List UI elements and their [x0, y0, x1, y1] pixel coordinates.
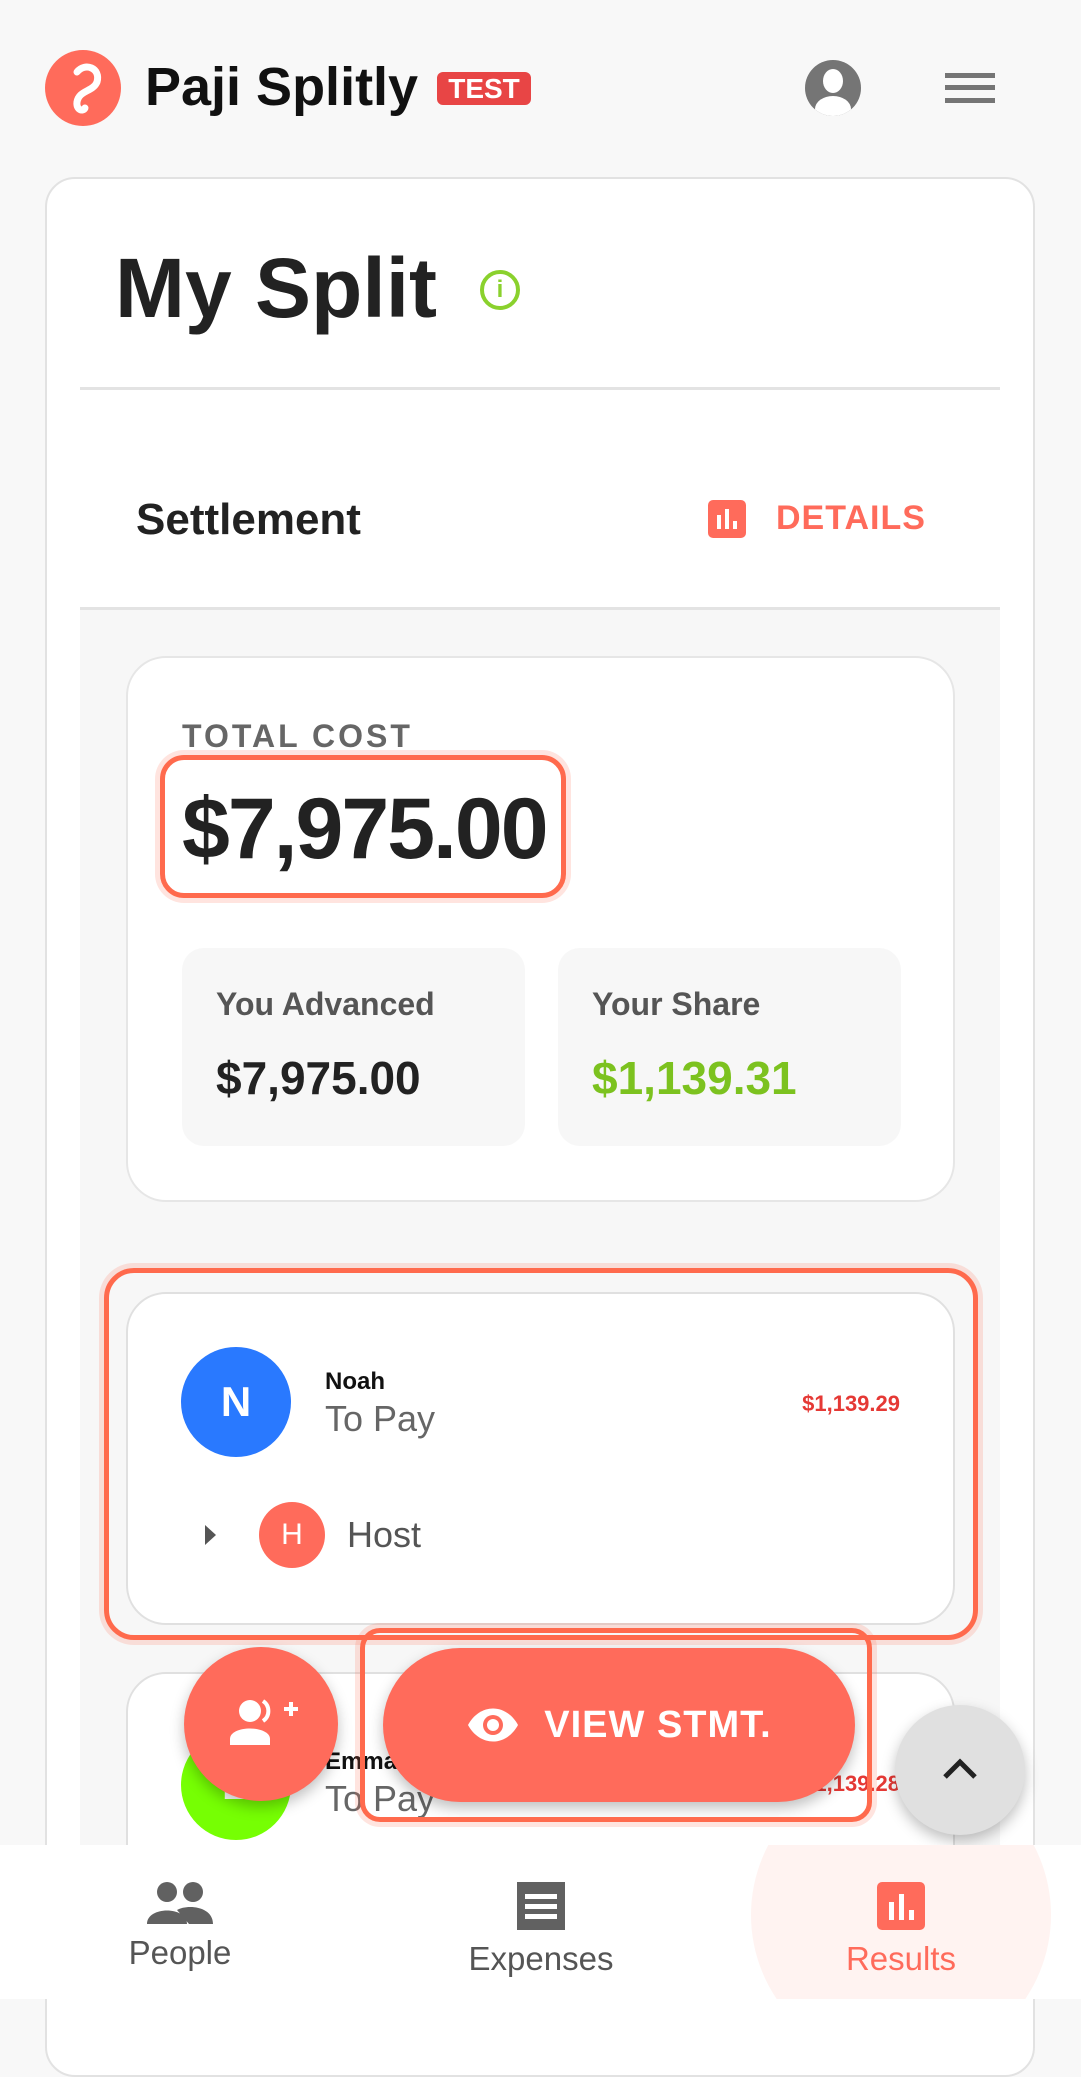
info-icon[interactable]: i [480, 270, 520, 310]
details-label: DETAILS [776, 499, 926, 537]
view-statement-button[interactable]: VIEW STMT. [383, 1648, 855, 1802]
divider [80, 607, 1000, 610]
nav-label: Expenses [468, 1940, 614, 1977]
app-title: Paji Splitly [145, 57, 419, 117]
person-add-icon [230, 1699, 298, 1745]
chevron-up-icon [943, 1758, 977, 1779]
nav-people[interactable]: People [60, 1880, 300, 1972]
total-cost-value: $7,975.00 [182, 781, 549, 877]
bottom-nav: People Expenses Results [0, 1845, 1081, 1999]
scroll-to-top-button[interactable] [895, 1705, 1025, 1835]
settlement-heading: Settlement [136, 495, 361, 544]
nav-label: Results [845, 1940, 957, 1977]
payee-name: Host [347, 1514, 422, 1555]
bar-chart-icon [708, 499, 746, 538]
add-person-button[interactable] [184, 1647, 338, 1801]
you-advanced-value: $7,975.00 [216, 1052, 421, 1104]
your-share-label: Your Share [592, 986, 761, 1022]
highlight-box [360, 1628, 872, 1822]
details-button[interactable]: DETAILS [708, 499, 926, 538]
person-name: Noah [325, 1368, 385, 1395]
eye-icon [468, 1708, 519, 1742]
app-logo [45, 50, 121, 126]
view-statement-label: VIEW STMT. [544, 1703, 772, 1746]
avatar: N [181, 1347, 291, 1457]
expand-caret-icon[interactable] [205, 1525, 216, 1545]
your-share-value: $1,139.31 [592, 1052, 797, 1104]
nav-label: People [128, 1934, 232, 1971]
divider [80, 387, 1000, 390]
highlight-box [104, 1268, 978, 1640]
you-advanced-box: You Advanced $7,975.00 [182, 948, 525, 1146]
account-circle-icon[interactable] [805, 60, 861, 116]
page-title: My Split [115, 241, 438, 335]
test-badge: TEST [437, 72, 531, 105]
person-card-noah[interactable] [126, 1292, 955, 1625]
highlight-box [160, 755, 566, 898]
person-amount: $1,139.29 [802, 1391, 900, 1416]
nav-expenses[interactable]: Expenses [421, 1880, 661, 1978]
total-cost-label: TOTAL COST [182, 718, 413, 754]
people-icon [147, 1882, 213, 1924]
you-advanced-label: You Advanced [216, 986, 435, 1022]
avatar: H [259, 1502, 325, 1568]
your-share-box: Your Share $1,139.31 [558, 948, 901, 1146]
bar-chart-icon [877, 1882, 925, 1930]
person-status: To Pay [325, 1398, 436, 1439]
nav-results[interactable]: Results [781, 1880, 1021, 1978]
menu-icon[interactable] [945, 73, 995, 103]
receipt-icon [517, 1882, 565, 1930]
